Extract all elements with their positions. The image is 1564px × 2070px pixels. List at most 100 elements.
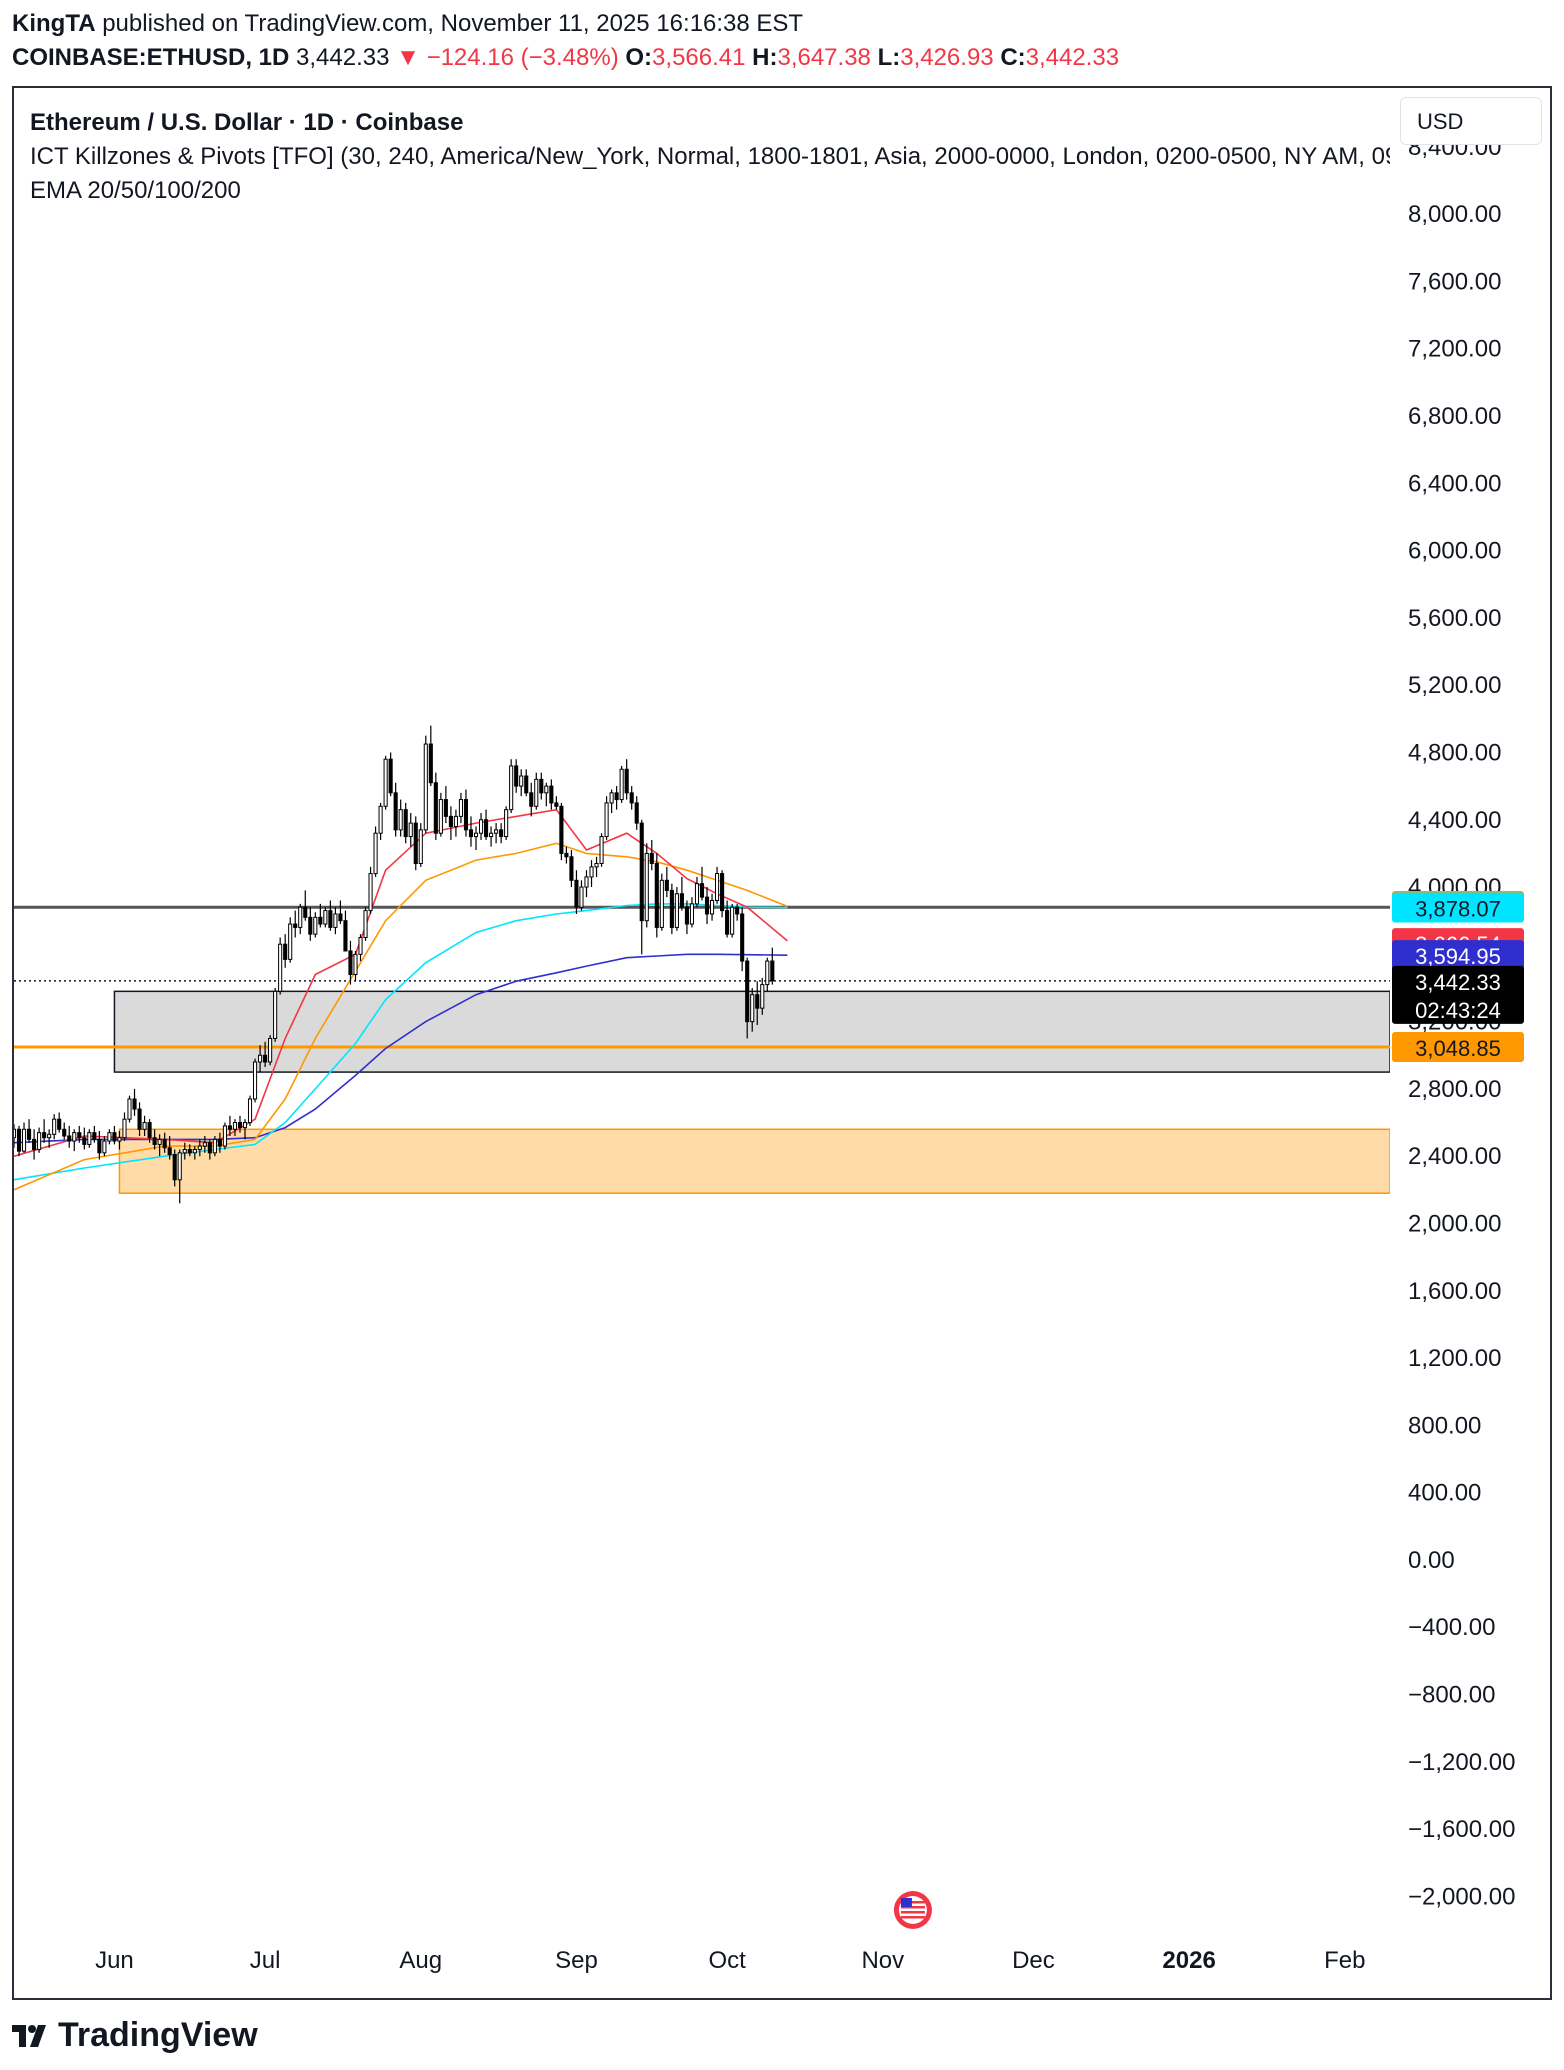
tradingview-footer: TradingView [12, 2016, 258, 2055]
candle-body [192, 1148, 197, 1154]
candle-body [398, 809, 403, 831]
indicator-ema[interactable]: EMA 20/50/100/200 [30, 177, 241, 204]
candle-body [268, 1037, 273, 1063]
candle-body [514, 765, 519, 787]
candle-body [750, 994, 755, 1023]
candle-body [664, 879, 669, 891]
candle-body [689, 903, 695, 925]
candle-body [473, 832, 479, 838]
series-title[interactable]: Ethereum / U.S. Dollar · 1D · Coinbase [30, 109, 464, 136]
candle-body [383, 758, 388, 807]
ohlc-bar: COINBASE:ETHUSD, 1D 3,442.33 ▼ −124.16 (… [12, 44, 1119, 72]
y-tick-label: 8,000.00 [1408, 201, 1501, 228]
candle-body [564, 852, 569, 858]
candle-body [117, 1137, 122, 1142]
indicator-killzones[interactable]: ICT Killzones & Pivots [TFO] (30, 240, A… [30, 143, 1390, 170]
candle-body [77, 1132, 82, 1139]
x-tick-label: Jun [95, 1947, 134, 1974]
candle-body [353, 953, 358, 976]
x-tick-label: Jul [250, 1947, 281, 1974]
candle-body [519, 775, 524, 787]
candle-body [604, 802, 609, 838]
y-tick-label: 6,000.00 [1408, 538, 1501, 565]
candle-body [418, 829, 423, 864]
y-tick-label: 4,400.00 [1408, 807, 1501, 834]
close-value: 3,442.33 [1025, 44, 1120, 71]
chart-legend: Ethereum / U.S. Dollar · 1D · Coinbase I… [30, 106, 1390, 208]
y-tick-label: 6,800.00 [1408, 403, 1501, 430]
symbol-name[interactable]: COINBASE:ETHUSD, 1D [12, 44, 290, 71]
y-tick-label: −1,200.00 [1408, 1749, 1515, 1776]
candle-body [634, 802, 639, 824]
y-tick-label: 5,600.00 [1408, 605, 1501, 632]
candle-body [197, 1145, 202, 1150]
candle-body [52, 1118, 57, 1135]
candle-body [21, 1128, 27, 1152]
candle-body [423, 743, 428, 831]
candle-body [313, 916, 318, 935]
candle-body [709, 899, 715, 915]
candle-body [92, 1132, 97, 1140]
y-tick-label: −1,600.00 [1408, 1816, 1515, 1843]
candle-body [694, 883, 700, 905]
candle-body [403, 809, 408, 838]
candle-body [745, 960, 750, 1023]
candle-body [730, 906, 735, 935]
candle-body [242, 1122, 248, 1129]
author-name[interactable]: KingTA [12, 10, 96, 37]
candle-body [237, 1122, 243, 1129]
candle-body [62, 1128, 67, 1137]
y-tick-label: 5,200.00 [1408, 672, 1501, 699]
candle-body [494, 829, 499, 834]
candle-body [227, 1125, 232, 1130]
candle-body [760, 984, 765, 1009]
candle-body [72, 1132, 77, 1142]
candle-body [544, 785, 549, 794]
candle-body [408, 822, 413, 838]
y-tick-label: −400.00 [1408, 1614, 1495, 1641]
open-value: 3,566.41 [652, 44, 746, 71]
y-tick-label: 7,200.00 [1408, 336, 1501, 363]
high-value: 3,647.38 [777, 44, 871, 71]
candle-body [16, 1128, 22, 1152]
x-tick-label: Nov [861, 1947, 904, 1974]
candle-body [574, 879, 579, 908]
candle-body [770, 960, 775, 982]
candle-body [32, 1138, 37, 1150]
candle-body [343, 920, 348, 952]
candle-body [413, 822, 418, 864]
candle-body [599, 836, 604, 864]
candle-body [328, 910, 333, 928]
price-label: 3,048.85 [1415, 1036, 1501, 1061]
brand-name[interactable]: TradingView [58, 2016, 258, 2054]
candle-body [669, 889, 674, 928]
candle-body [478, 819, 484, 834]
candle-body [157, 1138, 162, 1145]
candle-body [132, 1098, 137, 1110]
currency-button[interactable]: USD [1400, 97, 1542, 145]
candle-body [207, 1142, 212, 1154]
candle-body [293, 923, 298, 928]
plot-area [14, 725, 1390, 1204]
candle-body [162, 1138, 167, 1149]
candle-body [247, 1098, 253, 1124]
published-text: published on TradingView.com, November 1… [102, 10, 804, 37]
y-tick-label: 7,600.00 [1408, 268, 1501, 295]
candle-body [484, 819, 489, 838]
candle-body [107, 1132, 112, 1142]
candle-body [609, 792, 614, 804]
change-arrow: ▼ [396, 44, 420, 71]
candle-body [755, 994, 760, 1009]
candle-body [182, 1148, 187, 1154]
candle-body [679, 893, 684, 908]
candle-body [489, 832, 494, 838]
candle-body [172, 1154, 177, 1181]
candle-body [273, 990, 278, 1039]
y-tick-label: 2,000.00 [1408, 1210, 1501, 1237]
candle-body [373, 832, 378, 875]
last-price: 3,442.33 [296, 44, 390, 71]
close-label: C: [1000, 44, 1026, 71]
tradingview-logo-icon [12, 2024, 46, 2047]
candle-body [323, 910, 328, 925]
